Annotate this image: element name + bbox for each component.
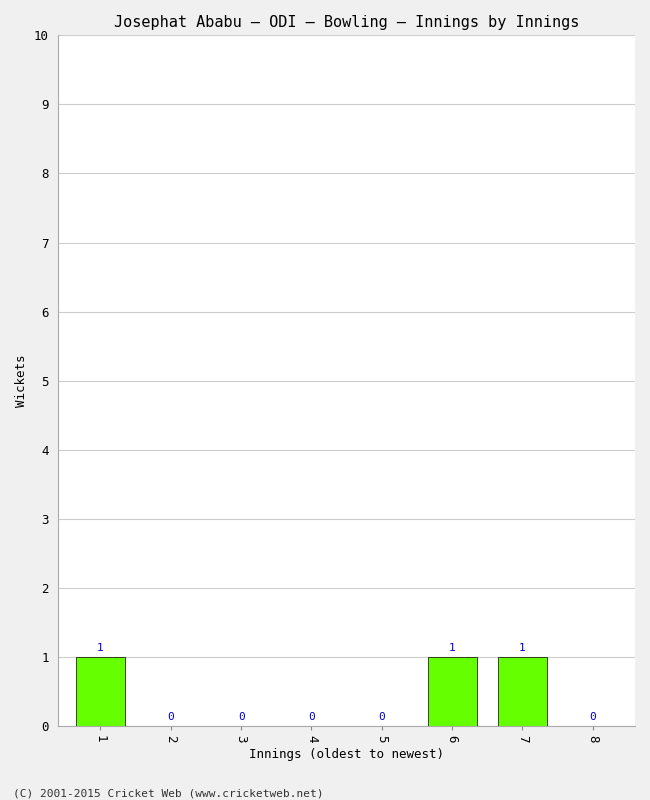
Bar: [498, 657, 547, 726]
Text: 0: 0: [590, 712, 596, 722]
Text: 1: 1: [519, 642, 526, 653]
Bar: [76, 657, 125, 726]
Y-axis label: Wickets: Wickets: [15, 354, 28, 407]
Text: 0: 0: [378, 712, 385, 722]
Text: (C) 2001-2015 Cricket Web (www.cricketweb.net): (C) 2001-2015 Cricket Web (www.cricketwe…: [13, 788, 324, 798]
Text: 1: 1: [448, 642, 456, 653]
Text: 1: 1: [97, 642, 104, 653]
X-axis label: Innings (oldest to newest): Innings (oldest to newest): [249, 748, 444, 761]
Text: 0: 0: [238, 712, 244, 722]
Title: Josephat Ababu – ODI – Bowling – Innings by Innings: Josephat Ababu – ODI – Bowling – Innings…: [114, 15, 579, 30]
Bar: [428, 657, 476, 726]
Text: 0: 0: [168, 712, 174, 722]
Text: 0: 0: [308, 712, 315, 722]
